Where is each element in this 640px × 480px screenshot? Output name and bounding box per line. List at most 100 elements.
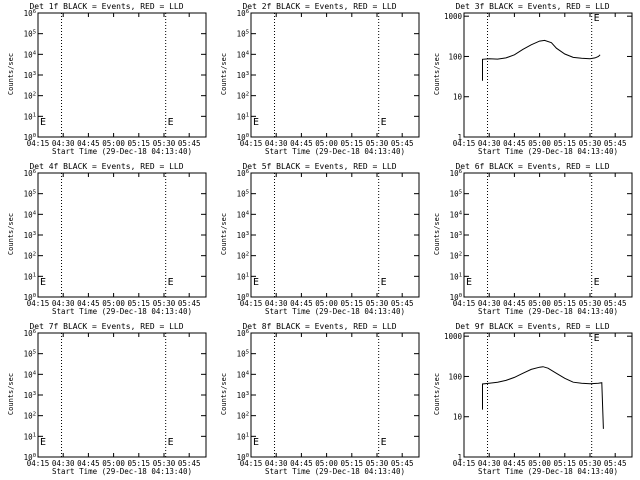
detector-panel-6: 100 101 102 103 104 105 106 04:15 04:30 04:45 05:0… [426,160,639,320]
event-marker: E [594,277,600,288]
x-tick-label: 04:30 [478,139,501,148]
event-marker: E [253,277,259,288]
chart-title: Det 7f BLACK = Events, RED = LLD [29,322,184,331]
plot-frame [250,12,420,138]
chart-title: Det 2f BLACK = Events, RED = LLD [242,2,397,11]
y-axis-label: Counts/sec [220,372,228,416]
y-axis-label: Counts/sec [433,52,441,96]
event-marker: E [381,437,387,448]
y-tick-label: 106 [237,329,249,338]
x-tick-label: 05:15 [554,299,577,308]
y-tick-label: 104 [24,370,37,379]
x-tick-label: 05:45 [391,139,414,148]
x-tick-label: 05:15 [128,139,151,148]
x-tick-label: 05:30 [153,299,176,308]
x-tick-label: 04:15 [240,459,263,468]
y-tick-label: 104 [24,50,37,59]
y-tick-label: 102 [237,252,249,261]
y-tick-label: 103 [237,391,249,400]
y-tick-label: 1000 [444,12,463,21]
detector-panel-9: 1 10 100 1000 04:15 04:30 04:45 05:00 05:15 05:30… [426,320,639,480]
x-axis-label: Start Time (29-Dec-18 04:13:40) [52,307,192,316]
event-marker: E [253,437,259,448]
y-tick-label: 106 [237,9,249,18]
x-tick-label: 04:15 [27,459,50,468]
x-tick-label: 04:30 [478,459,501,468]
x-tick-label: 05:45 [604,459,627,468]
event-marker: E [40,277,46,288]
x-tick-label: 04:45 [290,139,313,148]
y-tick-label: 1 [457,453,462,462]
x-tick-label: 04:45 [503,139,526,148]
plot-svg: 1 10 100 1000 04:15 04:30 04:45 05:00 05:15 05:30… [444,332,633,468]
x-axis-label: Start Time (29-Dec-18 04:13:40) [478,467,618,476]
y-tick-label: 104 [24,210,37,219]
x-tick-label: 05:15 [128,299,151,308]
x-tick-label: 05:30 [579,459,602,468]
x-tick-label: 04:15 [240,299,263,308]
plot-svg: 100 101 102 103 104 105 106 04:15 04:30 04:45 05:0… [237,169,420,308]
event-marker: E [381,117,387,128]
x-tick-label: 04:30 [52,139,75,148]
x-tick-label: 05:45 [178,139,201,148]
y-tick-label: 102 [237,412,249,421]
plot-svg: 100 101 102 103 104 105 106 04:15 04:30 04:45 05:0… [237,329,420,468]
x-tick-label: 04:15 [240,139,263,148]
y-tick-label: 101 [237,272,249,281]
y-tick-label: 106 [450,169,462,178]
y-tick-label: 103 [237,231,249,240]
y-tick-label: 101 [24,432,36,441]
event-marker: E [168,277,174,288]
y-tick-label: 106 [237,169,249,178]
x-tick-label: 05:15 [554,139,577,148]
y-tick-label: 1000 [444,332,463,341]
y-tick-label: 100 [448,372,462,381]
x-tick-label: 04:30 [265,299,288,308]
x-tick-label: 04:15 [453,459,476,468]
y-tick-label: 103 [237,71,249,80]
x-axis-label: Start Time (29-Dec-18 04:13:40) [265,467,405,476]
event-marker: E [594,333,600,344]
x-tick-label: 04:15 [453,299,476,308]
event-marker: E [40,437,46,448]
x-tick-label: 05:15 [341,299,364,308]
plot-frame [463,332,633,458]
x-tick-label: 04:45 [77,139,100,148]
event-marker: E [40,117,46,128]
plot-svg: 100 101 102 103 104 105 106 04:15 04:30 04:45 05:0… [450,169,633,308]
x-tick-label: 05:00 [102,139,125,148]
x-tick-label: 05:45 [178,459,201,468]
event-marker: E [381,277,387,288]
detector-panel-2: 100 101 102 103 104 105 106 04:15 04:30 04:45 05:0… [213,0,426,160]
x-tick-label: 05:15 [554,459,577,468]
y-tick-label: 100 [448,52,462,61]
y-axis-label: Counts/sec [220,52,228,96]
x-tick-label: 05:45 [391,459,414,468]
x-tick-label: 05:45 [604,299,627,308]
y-tick-label: 100 [237,133,249,142]
y-tick-label: 101 [237,112,249,121]
y-axis-label: Counts/sec [220,212,228,256]
y-tick-label: 103 [24,71,36,80]
y-axis-label: Counts/sec [7,212,15,256]
y-axis-label: Counts/sec [7,52,15,96]
series-line [482,39,601,81]
x-axis-label: Start Time (29-Dec-18 04:13:40) [265,307,405,316]
plot-svg: 1 10 100 1000 04:15 04:30 04:45 05:00 05:15 05:30… [444,12,633,148]
y-tick-label: 102 [24,412,36,421]
y-tick-label: 105 [237,30,249,39]
event-marker: E [253,117,259,128]
x-axis-label: Start Time (29-Dec-18 04:13:40) [265,147,405,156]
y-tick-label: 100 [237,293,249,302]
plot-svg: 100 101 102 103 104 105 106 04:15 04:30 04:45 05:0… [237,9,420,148]
x-tick-label: 04:45 [290,459,313,468]
x-tick-label: 05:30 [579,139,602,148]
x-axis-label: Start Time (29-Dec-18 04:13:40) [478,307,618,316]
x-tick-label: 05:30 [366,459,389,468]
y-tick-label: 10 [453,413,463,422]
y-tick-label: 104 [237,210,250,219]
y-tick-label: 105 [24,190,36,199]
y-tick-label: 104 [237,50,250,59]
x-tick-label: 04:30 [265,139,288,148]
plot-frame [463,12,633,138]
